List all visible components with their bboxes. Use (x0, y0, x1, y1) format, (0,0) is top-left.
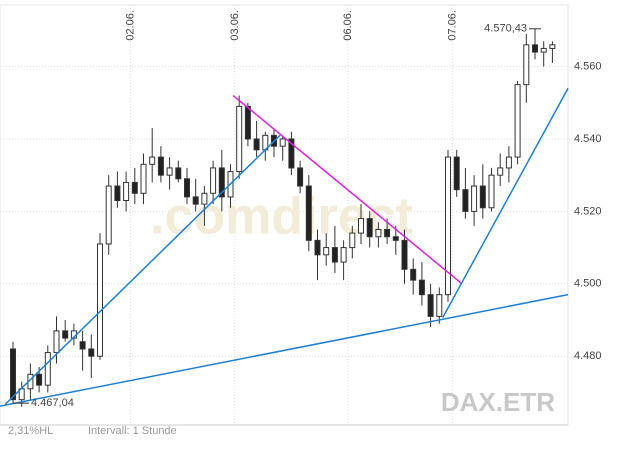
candle-body (540, 47, 547, 53)
candle-body (218, 167, 225, 198)
candle-body (384, 228, 391, 238)
y-tick-label: 4.480 (574, 350, 602, 362)
candle-body (201, 192, 208, 205)
candle-body (314, 239, 321, 256)
x-tick-label: 07.06. (446, 10, 458, 41)
candle-body (549, 44, 556, 49)
candle-body (505, 156, 512, 169)
candle-body (375, 228, 382, 238)
candle-body (514, 84, 521, 158)
candle-body (410, 268, 417, 281)
candle-body (479, 185, 486, 209)
candle-body (453, 156, 460, 191)
candle-body (114, 185, 121, 202)
trendline (4, 134, 281, 405)
candle-body (340, 247, 347, 263)
candle-body (44, 352, 51, 386)
candle-body (471, 185, 478, 212)
candle-body (88, 348, 95, 357)
annotation-label: 4.570,43 (484, 23, 527, 35)
y-tick-label: 4.540 (574, 133, 602, 145)
candle-body (244, 105, 251, 140)
candle-body (305, 185, 312, 241)
candle-body (97, 243, 103, 357)
candle-body (184, 178, 190, 198)
candle-body (105, 185, 112, 245)
candle-body (532, 44, 538, 53)
candle-body (288, 138, 295, 169)
candle-body (140, 163, 147, 194)
candle-body (10, 348, 16, 401)
candle-body (131, 181, 138, 194)
annotation-label: 4.467,04 (31, 397, 74, 409)
candle-body (253, 138, 260, 151)
y-tick-label: 4.500 (574, 278, 602, 290)
candle-body (62, 330, 69, 339)
candle-body (462, 189, 469, 212)
candle-body (392, 236, 399, 241)
footer-interval: Intervall: 1 Stunde (88, 425, 177, 437)
candle-body (36, 373, 43, 386)
x-tick-label: 03.06. (229, 10, 241, 41)
candle-body (166, 167, 173, 176)
candle-body (349, 232, 356, 249)
trendline (232, 94, 463, 285)
candle-body (497, 167, 504, 176)
candle-body (157, 156, 164, 176)
candle-body (418, 279, 425, 296)
candle-body (123, 181, 130, 202)
candle-body (236, 105, 243, 173)
symbol: DAX.ETR (441, 387, 555, 417)
candle-body (488, 174, 495, 209)
candle-body (149, 156, 156, 165)
candle-body (323, 247, 330, 256)
candle-body (53, 330, 60, 354)
y-tick-label: 4.560 (574, 60, 602, 72)
candle-body (210, 167, 217, 194)
candle-body (401, 239, 408, 270)
candle-body (192, 196, 199, 205)
x-tick-label: 06.06. (342, 10, 354, 41)
candle-body (175, 167, 182, 180)
footer-range: 2,31%HL (8, 425, 53, 437)
plot-area (0, 4, 569, 426)
y-tick-label: 4.520 (574, 205, 602, 217)
candle-body (366, 218, 373, 238)
x-tick-label: 02.06. (124, 10, 136, 41)
candle-body (79, 341, 86, 350)
candle-body (436, 294, 443, 317)
candle-body (331, 247, 338, 263)
candle-body (445, 156, 451, 296)
candle-body (297, 167, 304, 187)
trendline (0, 293, 569, 407)
trendline (442, 87, 569, 318)
candle-body (279, 138, 286, 147)
candle-body (523, 44, 530, 86)
candle-body (427, 294, 434, 317)
candle-body (358, 218, 364, 234)
